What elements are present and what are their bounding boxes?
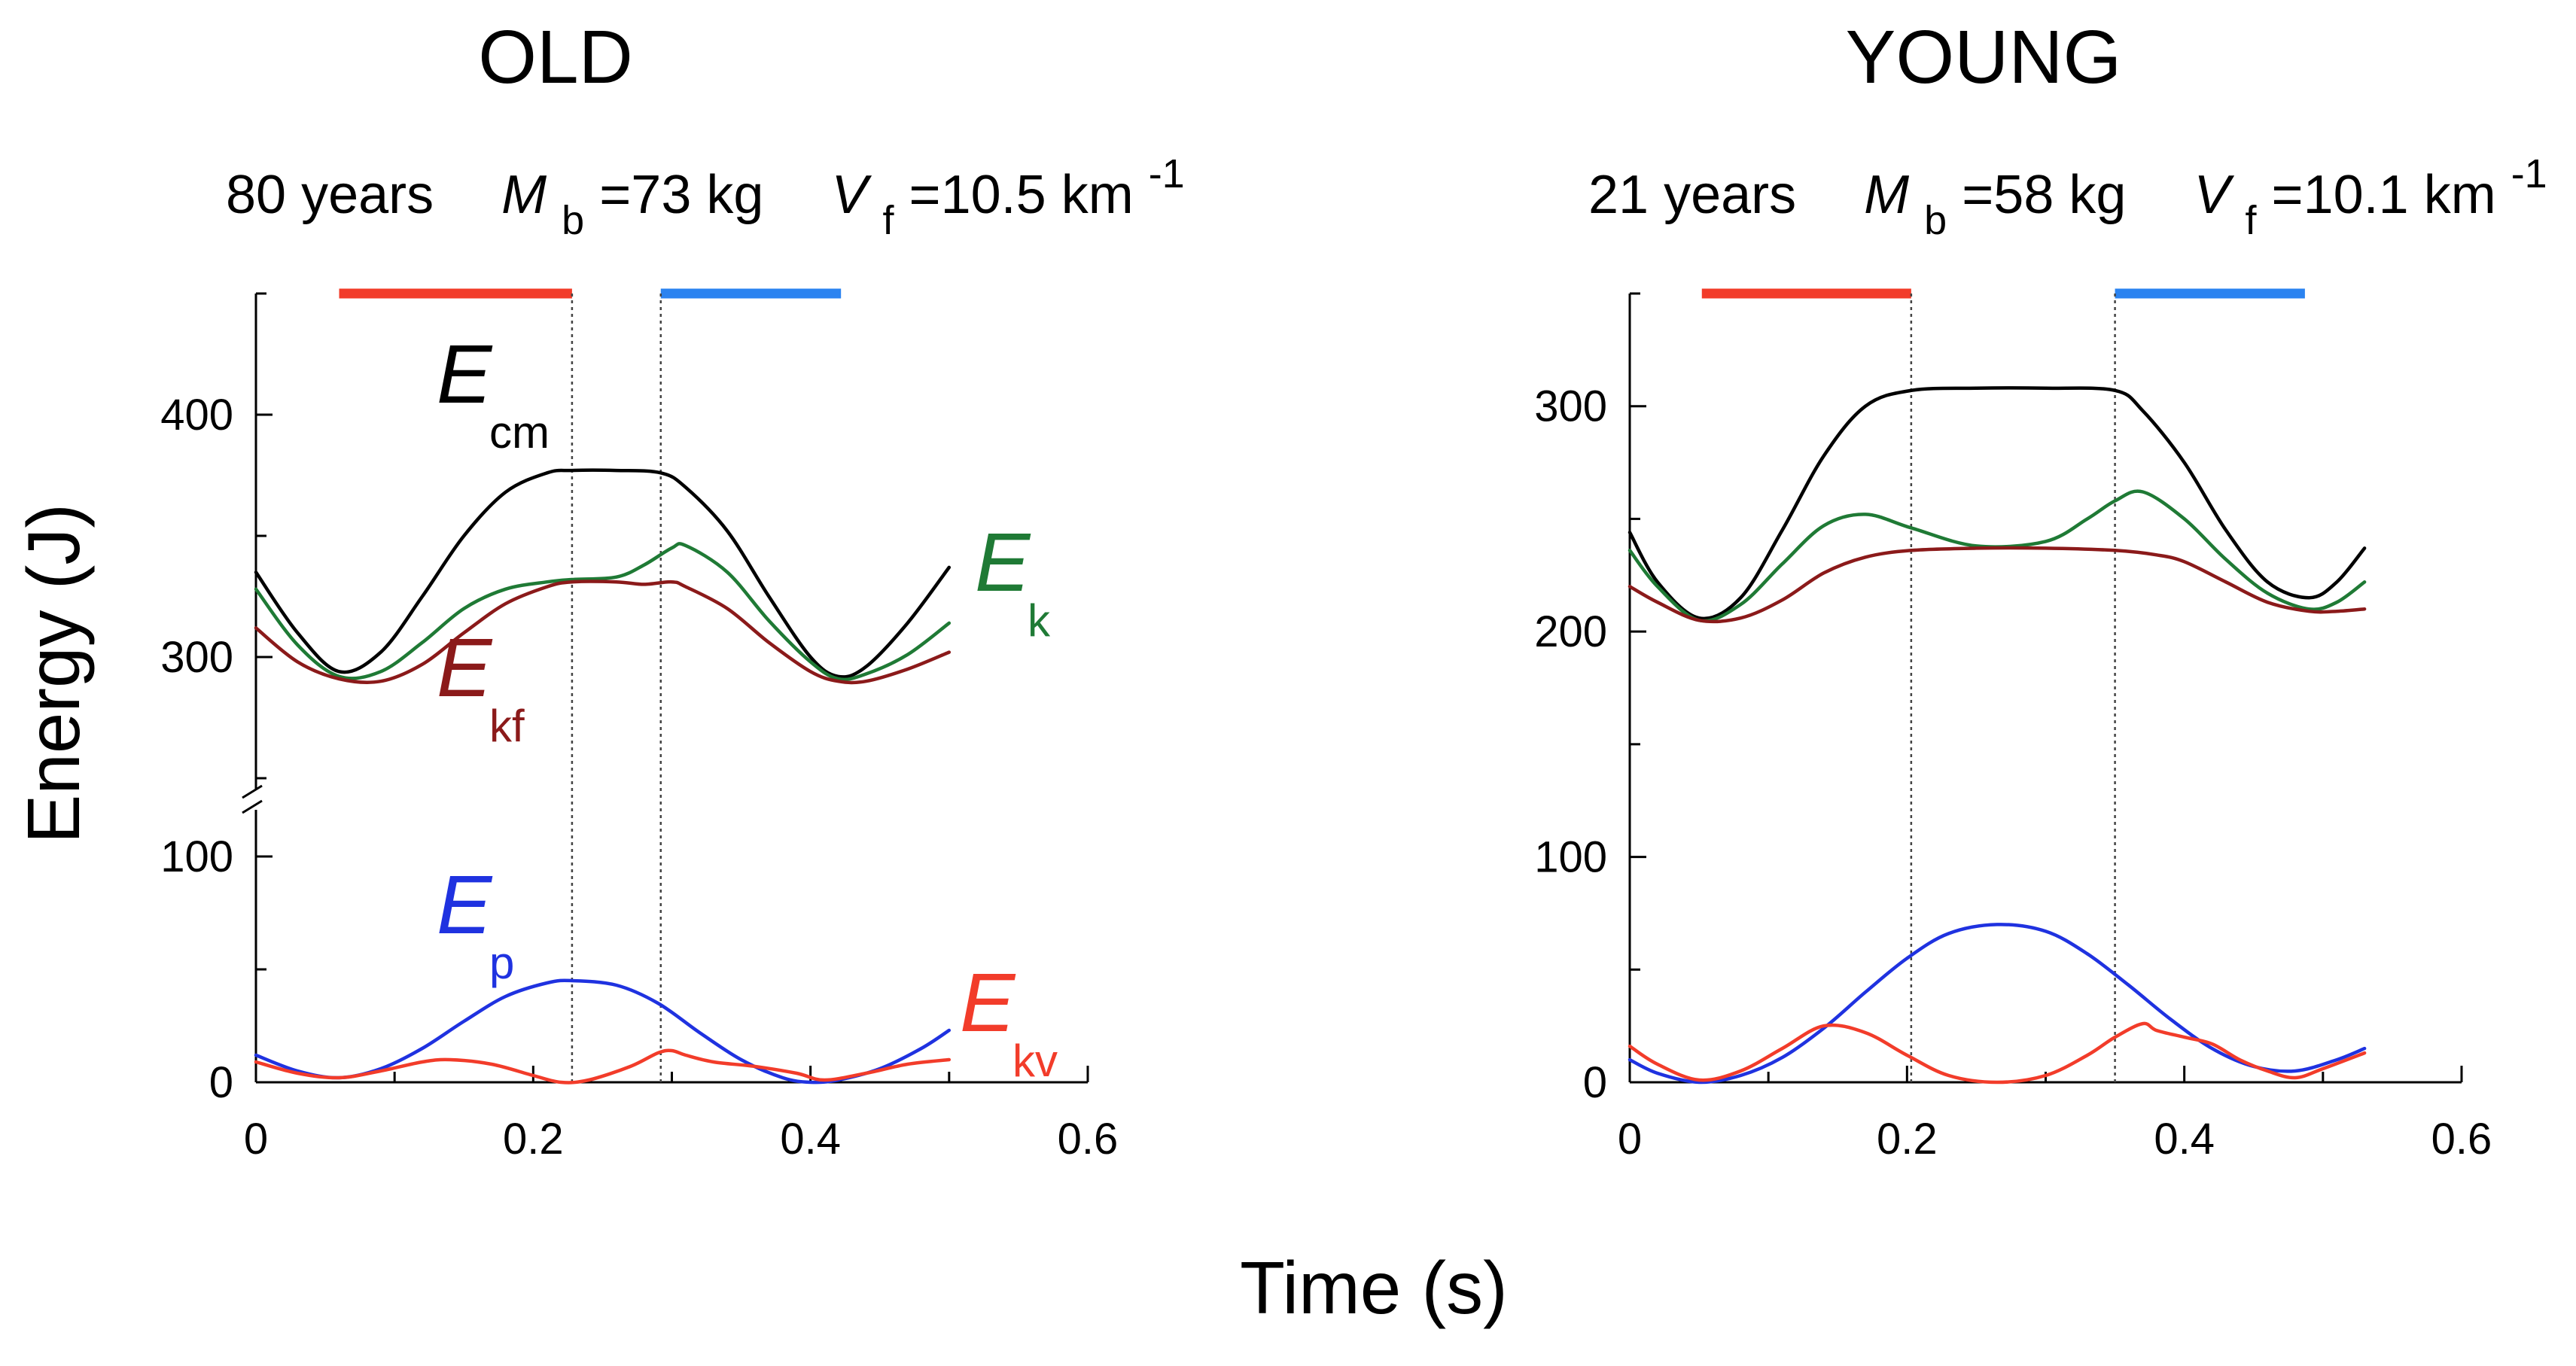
panel-old-speed-exp: -1 [1149, 151, 1185, 196]
chart-young: 0 0.2 0.4 0.6 0 100 200 300 [1534, 288, 2492, 1164]
panel-young-title: YOUNG [1846, 15, 2122, 99]
series-line-Ep-old [254, 978, 952, 1085]
label-old-Ep-sub: p [489, 938, 514, 988]
panel-young-mass-symbol: M [1864, 165, 1909, 225]
panel-young-mass-sub: b [1924, 198, 1947, 243]
series-line-Ekv-old [254, 1048, 952, 1085]
series-line-Ek-old [254, 542, 952, 682]
series-line-Ecm-old [254, 468, 952, 679]
panel-young-info: 21 years M b =58 kg V f =10.1 km -1 [1588, 151, 2547, 246]
panel-young-speed-symbol: V [2194, 165, 2234, 225]
y-tick-label-young: 300 [1534, 382, 1607, 431]
y-tick-label-old: 0 [209, 1058, 233, 1107]
series-line-Ek-young [1628, 489, 2367, 623]
label-old-Ep-main: E [437, 859, 493, 951]
label-old-Ekf-sub: kf [489, 701, 525, 751]
axis-break-mark-bottom-old [242, 799, 263, 814]
panel-old-speed-sub: f [882, 198, 894, 243]
label-old-Ekf: E kf [437, 622, 525, 751]
chart-old: 0 0.2 0.4 0.6 0 100 300 400 [160, 288, 1119, 1164]
x-axis-label: Time (s) [1240, 1246, 1508, 1329]
label-old-Ecm-sub: cm [489, 407, 550, 458]
panel-young-age: 21 years [1588, 165, 1796, 225]
series-line-Ekv-young [1628, 1021, 2367, 1085]
y-tick-label-young: 100 [1534, 833, 1607, 882]
series-line-Ecm-young [1628, 386, 2367, 621]
panel-old-speed-symbol: V [831, 165, 872, 225]
panel-old-title: OLD [478, 15, 633, 99]
label-old-Ekv-sub: kv [1012, 1036, 1058, 1086]
y-tick-label-old: 100 [160, 832, 233, 881]
panel-old-mass-symbol: M [501, 165, 547, 225]
label-old-Ep: E p [437, 859, 514, 988]
panel-old-info: 80 years M b =73 kg V f =10.5 km -1 [226, 151, 1185, 246]
panel-old-mass-value: =73 kg [599, 165, 763, 225]
x-tick-label-old: 0.2 [503, 1115, 564, 1164]
y-tick-label-young: 200 [1534, 607, 1607, 656]
x-tick-label-young: 0 [1618, 1115, 1642, 1164]
x-tick-label-young: 0.6 [2431, 1115, 2492, 1164]
x-tick-label-old: 0.4 [780, 1115, 841, 1164]
panel-young-speed-value: =10.1 km [2272, 165, 2496, 225]
axis-break-mark-top-old [242, 784, 263, 799]
label-old-Ek-sub: k [1028, 595, 1051, 646]
panel-young-speed-sub: f [2245, 198, 2257, 243]
label-old-Ek-main: E [975, 516, 1031, 609]
panel-old-age: 80 years [226, 165, 434, 225]
panel-old-header: OLD 80 years M b =73 kg V f =10.5 km -1 [226, 15, 1185, 246]
series-line-Ekf-young [1628, 546, 2367, 624]
x-tick-label-young: 0.2 [1877, 1115, 1938, 1164]
x-tick-label-old: 0.6 [1058, 1115, 1119, 1164]
panel-old-mass-sub: b [562, 198, 584, 243]
label-old-Ekv: E kv [960, 957, 1058, 1086]
label-old-Ekv-main: E [960, 957, 1016, 1049]
y-tick-label-young: 0 [1583, 1058, 1607, 1107]
series-line-Ekf-old [254, 580, 952, 685]
series-line-Ep-young [1628, 923, 2367, 1085]
x-tick-label-old: 0 [244, 1115, 268, 1164]
y-axis-label: Energy (J) [12, 504, 95, 844]
panel-old-speed-value: =10.5 km [909, 165, 1134, 225]
label-old-Ek: E k [975, 516, 1051, 646]
panel-young-header: YOUNG 21 years M b =58 kg V f =10.1 km -… [1588, 15, 2547, 246]
x-tick-label-young: 0.4 [2154, 1115, 2215, 1164]
label-old-Ekf-main: E [437, 622, 493, 714]
panel-young-speed-exp: -1 [2511, 151, 2547, 196]
y-tick-label-old: 300 [160, 633, 233, 682]
label-old-Ecm-main: E [437, 328, 493, 421]
label-old-Ecm: E cm [437, 328, 550, 458]
y-tick-label-old: 400 [160, 391, 233, 440]
panel-young-mass-value: =58 kg [1962, 165, 2126, 225]
